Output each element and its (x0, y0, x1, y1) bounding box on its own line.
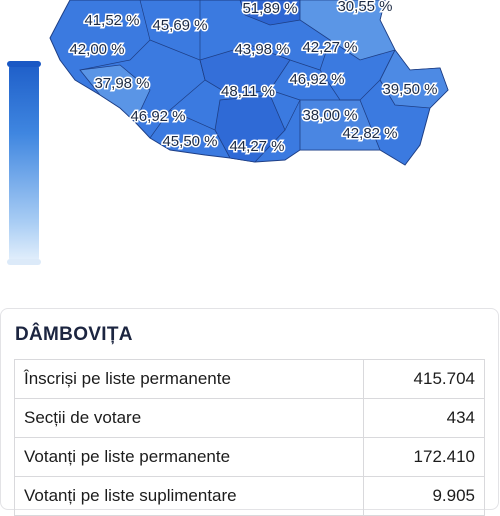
region-label: 45,69 % (152, 17, 207, 34)
cell-value: 434 (363, 398, 485, 438)
region-label: 41,52 % (84, 12, 139, 29)
region-label: 46,92 % (130, 108, 185, 125)
region-label: 45,50 % (162, 133, 217, 150)
region-label: 42,82 % (342, 125, 397, 142)
region-label: 38,00 % (302, 107, 357, 124)
region-label: 51,89 % (242, 0, 297, 17)
panel-title: DÂMBOVIȚA (15, 324, 133, 345)
region-fills (79, 0, 449, 163)
map: 41,52 % 45,69 % 51,89 % 30,55 % 42,00 % 43,98… (49, 0, 449, 166)
cell-label: Votanți pe liste permanente (14, 437, 364, 477)
cell-value: 415.704 (363, 359, 485, 399)
region-label: 42,00 % (69, 41, 124, 58)
cell-label: Secții de votare (14, 398, 364, 438)
table-row: Votanți pe liste permanente 172.410 (14, 437, 485, 477)
info-panel: DÂMBOVIȚA Înscriși pe liste permanente 41… (0, 308, 499, 516)
cell-value: 9.905 (363, 476, 485, 516)
region-label: 44,27 % (229, 138, 284, 155)
region-label: 48,11 % (221, 83, 275, 100)
region-label: 46,92 % (289, 71, 344, 88)
region-label: 42,27 % (302, 39, 357, 56)
cell-label: Votanți pe liste suplimentare (14, 476, 364, 516)
region-label: 43,98 % (234, 41, 289, 58)
stats-table: Înscriși pe liste permanente 415.704 Secți… (14, 359, 485, 516)
region-borders (79, 0, 396, 139)
color-scale (7, 61, 41, 265)
region-label: 37,98 % (94, 75, 149, 92)
region-label: 39,50 % (382, 81, 437, 98)
cell-value: 172.410 (363, 437, 485, 477)
table-row: Secții de votare 434 (14, 398, 485, 438)
table-row: Înscriși pe liste permanente 415.704 (14, 359, 485, 399)
region-label: 30,55 % (337, 0, 392, 15)
table-row: Votanți pe liste suplimentare 9.905 (14, 476, 485, 516)
cell-label: Înscriși pe liste permanente (14, 359, 364, 399)
